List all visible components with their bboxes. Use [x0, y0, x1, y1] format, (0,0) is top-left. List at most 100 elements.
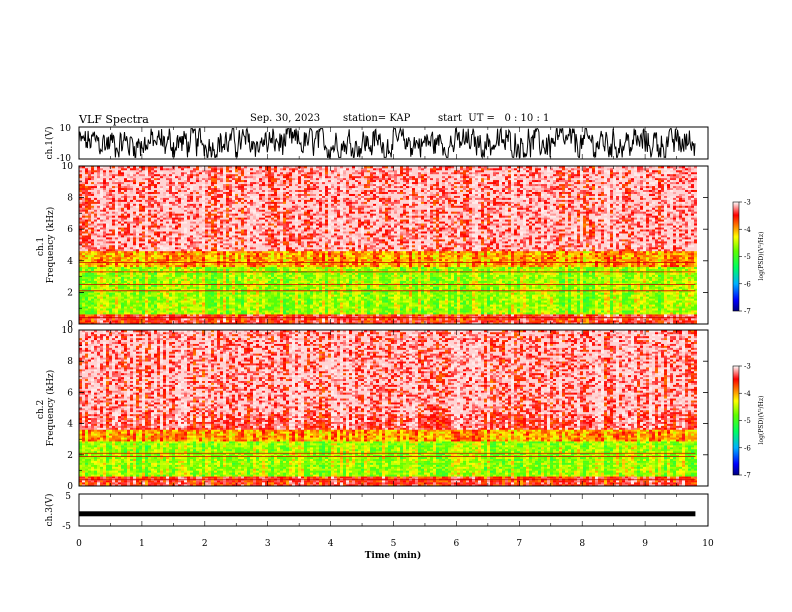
- ch1-spec-cell: [118, 209, 121, 212]
- ch1-spec-cell: [208, 292, 211, 295]
- ch1-spec-cell: [223, 316, 226, 319]
- ch1-spec-cell: [136, 262, 139, 266]
- ch1-spec-cell: [232, 241, 235, 244]
- ch1-spec-cell: [88, 290, 91, 293]
- ch1-spec-cell: [139, 205, 142, 208]
- ch1-spec-cell: [112, 233, 115, 236]
- ch1-spec-cell: [250, 239, 253, 242]
- ch1-spec-cell: [139, 284, 142, 287]
- ch1-spec-cell: [172, 314, 175, 317]
- ch1-spec-cell: [181, 310, 184, 313]
- ch1-spec-cell: [256, 205, 259, 208]
- ch1-spec-cell: [223, 170, 226, 173]
- ch1-spec-cell: [127, 179, 130, 183]
- ch1-spec-cell: [142, 193, 145, 196]
- ch1-spec-cell: [148, 219, 151, 222]
- ch1-spec-cell: [262, 316, 265, 319]
- ch1-spec-cell: [163, 177, 166, 181]
- ch1-spec-cell: [214, 173, 217, 177]
- ch1-spec-cell: [238, 318, 241, 321]
- ch1-spec-cell: [139, 306, 142, 309]
- ch1-spec-cell: [241, 320, 244, 323]
- ch1-spec-cell: [151, 205, 154, 208]
- ch1-spec-cell: [232, 175, 235, 179]
- ch1-spec-cell: [106, 296, 109, 299]
- ch1-spec-cell: [241, 258, 244, 262]
- ch1-spec-cell: [106, 298, 109, 301]
- ch1-spec-cell: [226, 310, 229, 313]
- ch1-spec-cell: [157, 199, 160, 202]
- ch1-spec-cell: [196, 282, 199, 285]
- ch1-spec-cell: [235, 247, 238, 250]
- ch1-spec-cell: [238, 316, 241, 319]
- ch1-spec-cell: [157, 237, 160, 240]
- ch1-spec-cell: [112, 264, 115, 268]
- ch1-spec-cell: [232, 312, 235, 315]
- ch1-spec-cell: [142, 189, 145, 192]
- ch1-spec-cell: [259, 221, 262, 224]
- ch1-spec-cell: [118, 225, 121, 228]
- ch1-spec-cell: [202, 197, 205, 200]
- ch1-spec-cell: [145, 229, 148, 232]
- ch1-spec-cell: [229, 166, 232, 169]
- ch1-spec-cell: [121, 215, 124, 218]
- ch1-spec-cell: [154, 296, 157, 299]
- ch1-spec-cell: [166, 179, 169, 183]
- ch1-spec-cell: [199, 215, 202, 218]
- ch1-spec-cell: [142, 223, 145, 226]
- ch1-spec-cell: [193, 296, 196, 299]
- ch1-spec-cell: [148, 241, 151, 244]
- ch1-spec-cell: [226, 272, 229, 275]
- ch1-spec-cell: [193, 288, 196, 291]
- ch1-spec-cell: [232, 231, 235, 234]
- ch1-spec-cell: [145, 294, 148, 297]
- ch1-spec-cell: [97, 247, 100, 250]
- ch1-spec-cell: [97, 197, 100, 200]
- ch1-spec-cell: [103, 227, 106, 230]
- ch1-spec-cell: [238, 314, 241, 317]
- ch1-spec-cell: [184, 185, 187, 189]
- ch1-spec-cell: [244, 252, 247, 256]
- ch1-spec-cell: [103, 314, 106, 317]
- ch1-spec-cell: [250, 245, 253, 248]
- ch1-spec-cell: [262, 215, 265, 218]
- ch1-spec-cell: [178, 193, 181, 196]
- ch1-spec-cell: [118, 235, 121, 238]
- ch1-spec-cell: [184, 258, 187, 262]
- ch1-spec-cell: [91, 260, 94, 264]
- ch1-spec-cell: [166, 227, 169, 230]
- ch1-spec-cell: [115, 241, 118, 244]
- ch1-spec-cell: [259, 235, 262, 238]
- ch1-spec-cell: [247, 272, 250, 275]
- ch1-spec-cell: [91, 185, 94, 189]
- ch1-spec-cell: [148, 322, 151, 324]
- ch1-spec-cell: [241, 274, 244, 277]
- ch1-spec-cell: [157, 197, 160, 200]
- ch1-spec-cell: [217, 266, 220, 269]
- ch1-spec-cell: [142, 278, 145, 281]
- ch1-spec-cell: [166, 211, 169, 214]
- ch1-spec-cell: [94, 177, 97, 181]
- ch1-spec-cell: [262, 168, 265, 171]
- ch1-spec-cell: [211, 235, 214, 238]
- ch1-spec-cell: [184, 179, 187, 183]
- ch1-spec-cell: [208, 294, 211, 297]
- ch1-spec-cell: [229, 286, 232, 289]
- ch1-spec-cell: [175, 170, 178, 173]
- ch1-spec-cell: [184, 296, 187, 299]
- ch1-spec-cell: [106, 170, 109, 173]
- ch1-spec-cell: [163, 274, 166, 277]
- ch1-spec-cell: [256, 286, 259, 289]
- ch1-spec-cell: [247, 296, 250, 299]
- ch1-spec-cell: [232, 243, 235, 246]
- ch1-spec-cell: [154, 211, 157, 214]
- ch1-spec-cell: [223, 284, 226, 287]
- ch1-spec-cell: [244, 197, 247, 200]
- ch1-spec-cell: [112, 250, 115, 254]
- ch1-spec-cell: [247, 302, 250, 305]
- ch1-spec-cell: [169, 185, 172, 189]
- ch1-spec-cell: [124, 241, 127, 244]
- ch1-spec-cell: [181, 229, 184, 232]
- ch1-spec-cell: [199, 320, 202, 323]
- ch1-spec-cell: [112, 320, 115, 323]
